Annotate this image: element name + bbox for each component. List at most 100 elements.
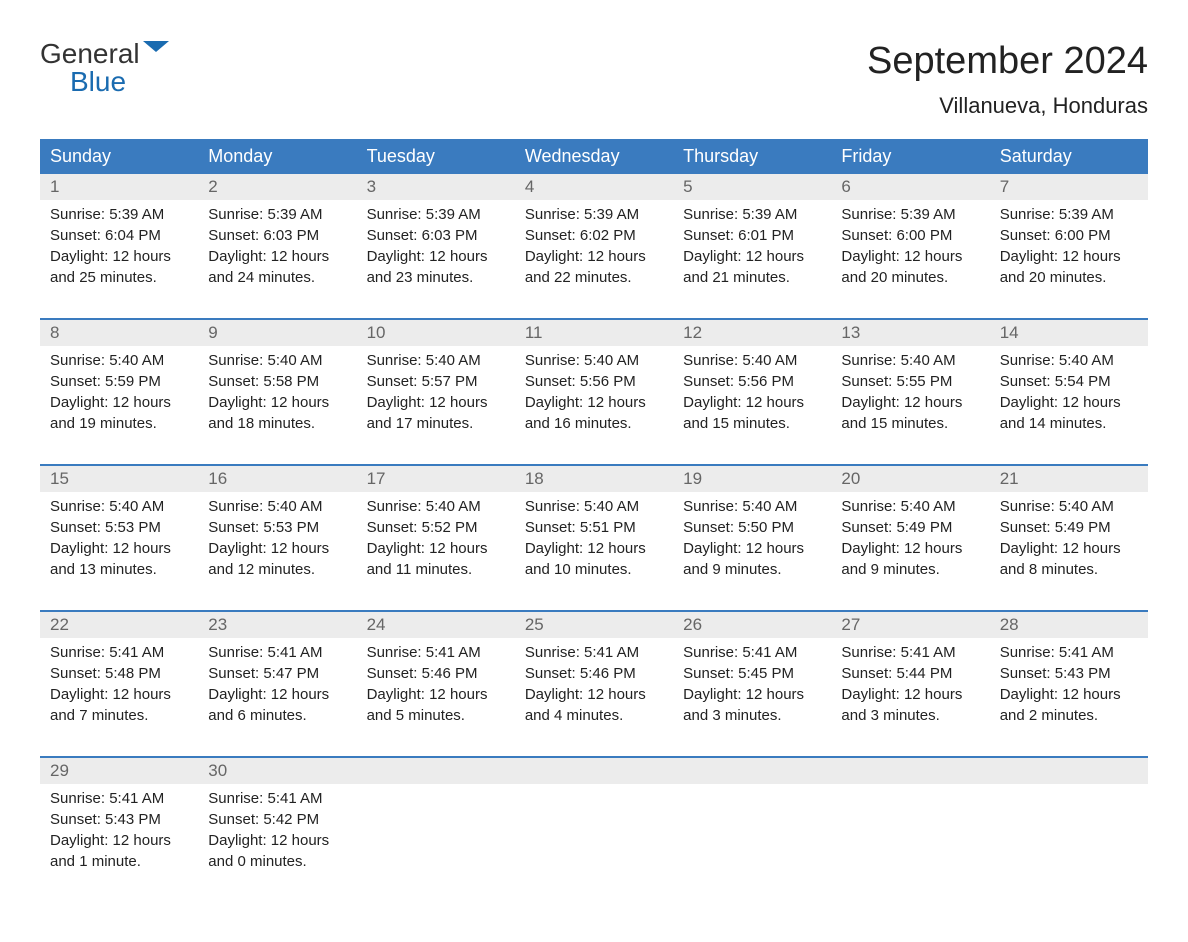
sunset-text: Sunset: 5:59 PM xyxy=(50,371,188,392)
day-number: 5 xyxy=(673,174,831,200)
daylight-text-2: and 6 minutes. xyxy=(208,705,346,726)
sunrise-text: Sunrise: 5:41 AM xyxy=(50,788,188,809)
sunrise-text: Sunrise: 5:40 AM xyxy=(683,350,821,371)
sunset-text: Sunset: 5:50 PM xyxy=(683,517,821,538)
day-content: Sunrise: 5:40 AMSunset: 5:53 PMDaylight:… xyxy=(198,492,356,610)
daylight-text-2: and 16 minutes. xyxy=(525,413,663,434)
day-number: 13 xyxy=(831,320,989,346)
sunset-text: Sunset: 5:46 PM xyxy=(367,663,505,684)
daylight-text-1: Daylight: 12 hours xyxy=(683,538,821,559)
day-header-thursday: Thursday xyxy=(673,139,831,174)
daylight-text-1: Daylight: 12 hours xyxy=(683,392,821,413)
day-content: Sunrise: 5:41 AMSunset: 5:48 PMDaylight:… xyxy=(40,638,198,756)
day-content: Sunrise: 5:40 AMSunset: 5:58 PMDaylight:… xyxy=(198,346,356,464)
sunset-text: Sunset: 5:55 PM xyxy=(841,371,979,392)
day-number: 6 xyxy=(831,174,989,200)
day-number: 21 xyxy=(990,466,1148,492)
day-header-saturday: Saturday xyxy=(990,139,1148,174)
sunrise-text: Sunrise: 5:40 AM xyxy=(367,496,505,517)
day-content: Sunrise: 5:41 AMSunset: 5:47 PMDaylight:… xyxy=(198,638,356,756)
day-content xyxy=(990,784,1148,902)
day-content xyxy=(673,784,831,902)
day-number: 12 xyxy=(673,320,831,346)
day-number: 18 xyxy=(515,466,673,492)
day-content: Sunrise: 5:39 AMSunset: 6:01 PMDaylight:… xyxy=(673,200,831,318)
day-number xyxy=(515,758,673,784)
daylight-text-2: and 9 minutes. xyxy=(841,559,979,580)
flag-icon xyxy=(143,40,169,68)
day-number: 19 xyxy=(673,466,831,492)
daylight-text-2: and 19 minutes. xyxy=(50,413,188,434)
day-content: Sunrise: 5:40 AMSunset: 5:56 PMDaylight:… xyxy=(515,346,673,464)
day-number: 1 xyxy=(40,174,198,200)
daylight-text-2: and 15 minutes. xyxy=(841,413,979,434)
daylight-text-1: Daylight: 12 hours xyxy=(841,246,979,267)
daylight-text-2: and 21 minutes. xyxy=(683,267,821,288)
day-number xyxy=(673,758,831,784)
sunset-text: Sunset: 6:01 PM xyxy=(683,225,821,246)
day-number: 7 xyxy=(990,174,1148,200)
sunrise-text: Sunrise: 5:40 AM xyxy=(525,496,663,517)
header: General Blue September 2024 Villanueva, … xyxy=(40,40,1148,119)
day-number: 30 xyxy=(198,758,356,784)
week-block: 2930Sunrise: 5:41 AMSunset: 5:43 PMDayli… xyxy=(40,758,1148,902)
day-number xyxy=(990,758,1148,784)
sunset-text: Sunset: 5:56 PM xyxy=(683,371,821,392)
daylight-text-1: Daylight: 12 hours xyxy=(525,538,663,559)
sunset-text: Sunset: 5:53 PM xyxy=(50,517,188,538)
daylight-text-2: and 22 minutes. xyxy=(525,267,663,288)
day-content: Sunrise: 5:41 AMSunset: 5:43 PMDaylight:… xyxy=(40,784,198,902)
day-number-row: 15161718192021 xyxy=(40,466,1148,492)
week-block: 15161718192021Sunrise: 5:40 AMSunset: 5:… xyxy=(40,466,1148,610)
day-number xyxy=(357,758,515,784)
sunset-text: Sunset: 5:42 PM xyxy=(208,809,346,830)
daylight-text-1: Daylight: 12 hours xyxy=(367,684,505,705)
sunrise-text: Sunrise: 5:40 AM xyxy=(50,350,188,371)
day-number: 23 xyxy=(198,612,356,638)
sunset-text: Sunset: 5:45 PM xyxy=(683,663,821,684)
day-number: 29 xyxy=(40,758,198,784)
sunset-text: Sunset: 5:51 PM xyxy=(525,517,663,538)
day-number: 27 xyxy=(831,612,989,638)
day-content: Sunrise: 5:40 AMSunset: 5:52 PMDaylight:… xyxy=(357,492,515,610)
sunrise-text: Sunrise: 5:39 AM xyxy=(367,204,505,225)
sunset-text: Sunset: 5:56 PM xyxy=(525,371,663,392)
daylight-text-2: and 11 minutes. xyxy=(367,559,505,580)
day-number: 3 xyxy=(357,174,515,200)
day-content: Sunrise: 5:41 AMSunset: 5:46 PMDaylight:… xyxy=(515,638,673,756)
sunset-text: Sunset: 6:04 PM xyxy=(50,225,188,246)
day-header-wednesday: Wednesday xyxy=(515,139,673,174)
sunrise-text: Sunrise: 5:39 AM xyxy=(50,204,188,225)
day-content: Sunrise: 5:40 AMSunset: 5:56 PMDaylight:… xyxy=(673,346,831,464)
sunrise-text: Sunrise: 5:39 AM xyxy=(1000,204,1138,225)
day-content: Sunrise: 5:41 AMSunset: 5:46 PMDaylight:… xyxy=(357,638,515,756)
day-number: 11 xyxy=(515,320,673,346)
day-content: Sunrise: 5:40 AMSunset: 5:49 PMDaylight:… xyxy=(990,492,1148,610)
daylight-text-1: Daylight: 12 hours xyxy=(208,684,346,705)
day-content: Sunrise: 5:41 AMSunset: 5:44 PMDaylight:… xyxy=(831,638,989,756)
day-content: Sunrise: 5:39 AMSunset: 6:00 PMDaylight:… xyxy=(831,200,989,318)
sunrise-text: Sunrise: 5:41 AM xyxy=(1000,642,1138,663)
day-content: Sunrise: 5:39 AMSunset: 6:00 PMDaylight:… xyxy=(990,200,1148,318)
sunset-text: Sunset: 5:49 PM xyxy=(1000,517,1138,538)
day-content xyxy=(357,784,515,902)
day-content-row: Sunrise: 5:41 AMSunset: 5:48 PMDaylight:… xyxy=(40,638,1148,756)
sunrise-text: Sunrise: 5:40 AM xyxy=(367,350,505,371)
day-number: 25 xyxy=(515,612,673,638)
daylight-text-2: and 18 minutes. xyxy=(208,413,346,434)
daylight-text-1: Daylight: 12 hours xyxy=(367,538,505,559)
sunset-text: Sunset: 5:54 PM xyxy=(1000,371,1138,392)
daylight-text-2: and 13 minutes. xyxy=(50,559,188,580)
daylight-text-2: and 2 minutes. xyxy=(1000,705,1138,726)
day-header-friday: Friday xyxy=(831,139,989,174)
day-number: 10 xyxy=(357,320,515,346)
day-header-monday: Monday xyxy=(198,139,356,174)
sunset-text: Sunset: 6:00 PM xyxy=(841,225,979,246)
logo: General Blue xyxy=(40,40,169,96)
daylight-text-2: and 0 minutes. xyxy=(208,851,346,872)
day-header-sunday: Sunday xyxy=(40,139,198,174)
daylight-text-1: Daylight: 12 hours xyxy=(208,246,346,267)
sunrise-text: Sunrise: 5:40 AM xyxy=(841,496,979,517)
month-title: September 2024 xyxy=(867,40,1148,83)
daylight-text-1: Daylight: 12 hours xyxy=(525,246,663,267)
